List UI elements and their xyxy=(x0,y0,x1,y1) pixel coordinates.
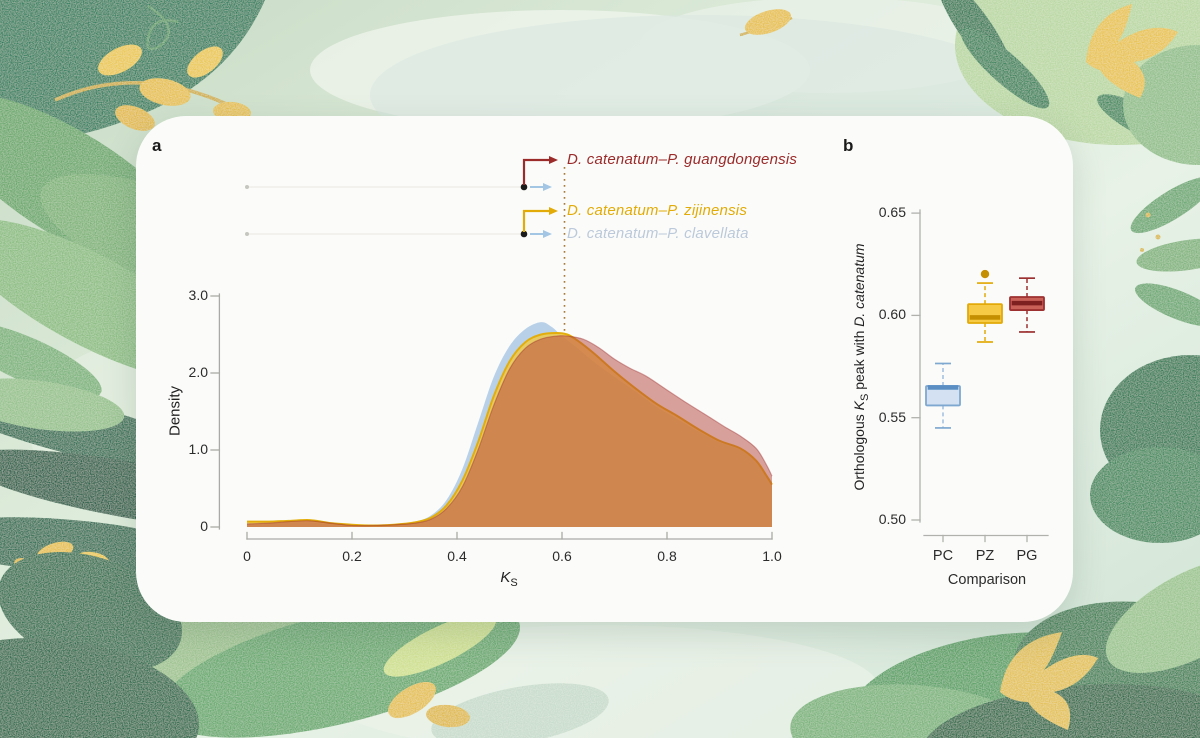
legend-tree-annotation xyxy=(245,156,558,238)
density-area-2 xyxy=(247,335,772,527)
boxplot-PC xyxy=(925,362,961,429)
blue-arrow-icon xyxy=(543,183,552,191)
outlier-point xyxy=(980,269,990,279)
boxplot-PZ xyxy=(967,269,1003,343)
branch-node-dot xyxy=(520,183,528,191)
elbow-arrow-icon xyxy=(549,156,558,164)
boxplots xyxy=(925,269,1045,429)
density-curves xyxy=(246,322,773,527)
boxplot-PG xyxy=(1009,277,1045,333)
density-edge-2 xyxy=(246,335,773,527)
panel-b-axes xyxy=(911,209,1049,543)
elbow-arrow-icon xyxy=(549,207,558,215)
blue-arrow-icon xyxy=(543,230,552,238)
branch-node-dot xyxy=(520,230,528,238)
panel-a-axes xyxy=(210,293,773,540)
